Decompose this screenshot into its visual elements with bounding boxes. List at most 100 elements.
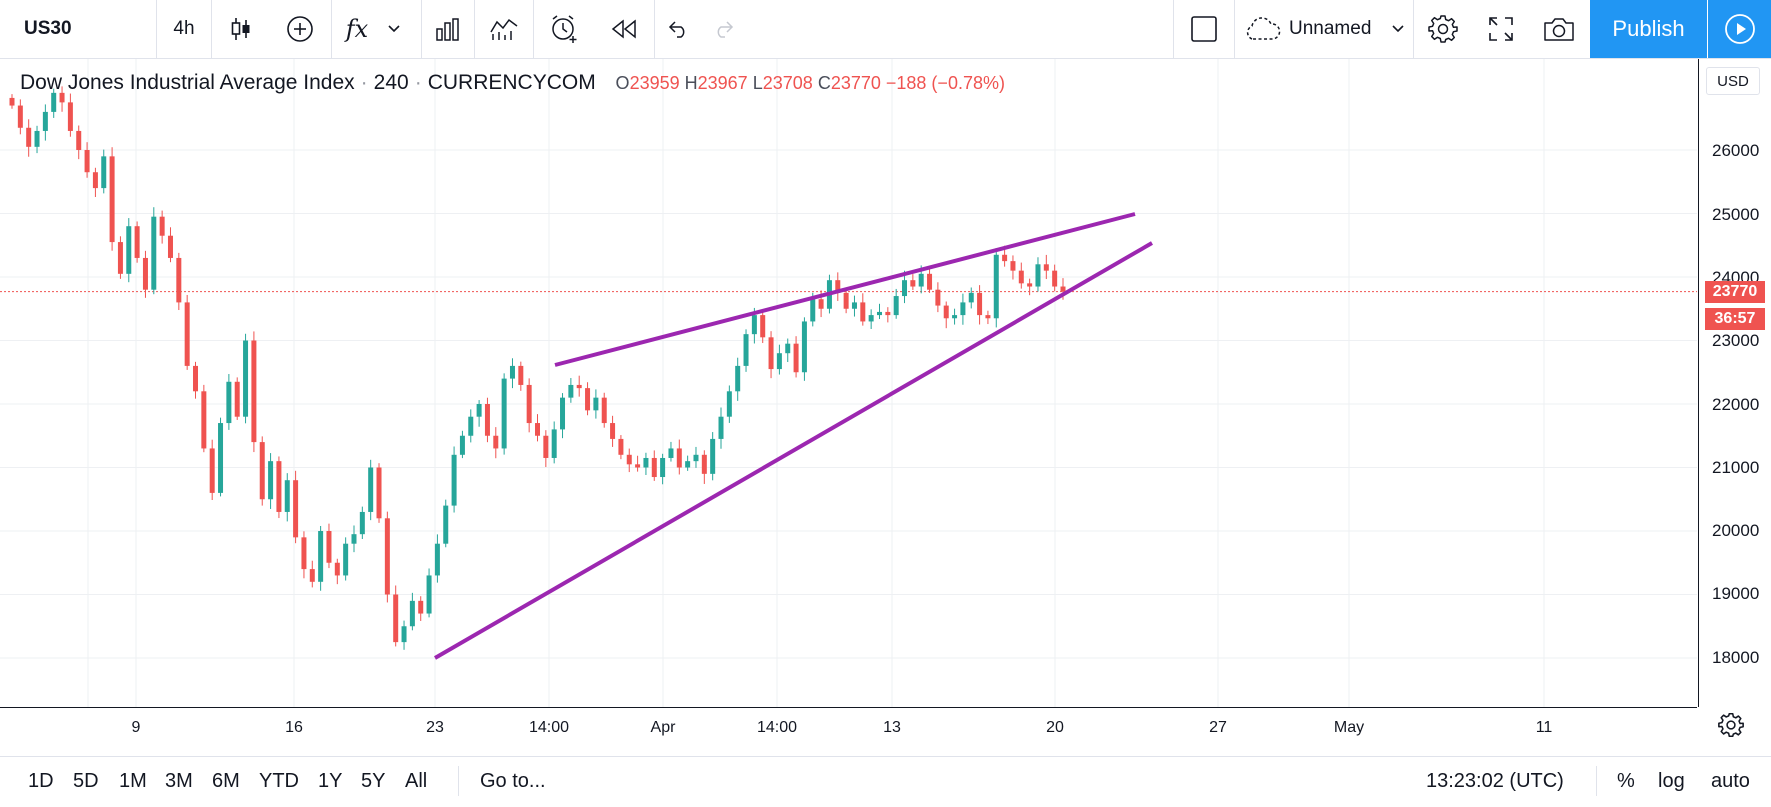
snapshot-button[interactable] — [1530, 0, 1588, 58]
candle-body — [51, 92, 57, 112]
close-label: C — [817, 73, 831, 93]
range-6m[interactable]: 6M — [212, 769, 240, 792]
redo-button[interactable] — [701, 0, 747, 58]
candle-body — [142, 257, 148, 290]
candle-body — [526, 384, 532, 424]
price-tick: 26000 — [1712, 141, 1760, 160]
candle-body — [151, 216, 157, 290]
percent-toggle[interactable]: % — [1617, 769, 1635, 792]
bottom-divider — [1596, 766, 1597, 796]
chart-settings-button[interactable] — [1718, 712, 1746, 740]
candle-body — [543, 435, 549, 458]
auto-toggle[interactable]: auto — [1711, 769, 1750, 792]
indicators-button[interactable]: fx — [332, 0, 382, 58]
low-value: 23708 — [762, 73, 813, 93]
replay-button[interactable] — [594, 0, 654, 58]
cloud-icon — [1246, 17, 1281, 40]
candle-body — [668, 448, 674, 458]
layout-select-button[interactable] — [1174, 0, 1234, 58]
candle-body — [117, 242, 123, 274]
toolbar-divider — [211, 0, 212, 58]
candle-body — [701, 454, 707, 474]
interval-button[interactable]: 4h — [173, 18, 195, 39]
range-1y[interactable]: 1Y — [318, 769, 343, 792]
candle-body — [927, 273, 933, 290]
ideas-button[interactable] — [475, 0, 533, 58]
bar-countdown-label: 36:57 — [1705, 308, 1765, 330]
candle-body — [718, 416, 724, 439]
settings-button[interactable] — [1414, 0, 1472, 58]
time-axis[interactable] — [0, 707, 1697, 744]
fullscreen-button[interactable] — [1472, 0, 1530, 58]
candle-body — [418, 600, 424, 614]
candle-body — [101, 156, 107, 189]
price-tick: 25000 — [1712, 205, 1760, 224]
price-axis[interactable] — [1698, 59, 1771, 707]
candle-body — [651, 457, 657, 478]
play-button[interactable] — [1708, 0, 1771, 58]
candle-body — [243, 340, 249, 417]
price-tick: 20000 — [1712, 521, 1760, 540]
candle-body — [743, 334, 749, 366]
toolbar-divider — [1413, 0, 1414, 58]
open-value: 23959 — [629, 73, 680, 93]
price-chart[interactable] — [0, 59, 1697, 707]
range-1d[interactable]: 1D — [28, 769, 54, 792]
candle-body — [326, 531, 332, 563]
gear-icon — [1718, 712, 1744, 738]
alert-button[interactable] — [534, 0, 594, 58]
candle-body — [643, 457, 649, 468]
log-toggle[interactable]: log — [1658, 769, 1685, 792]
symbol-search[interactable]: US30 — [24, 18, 72, 39]
compare-button[interactable] — [270, 0, 330, 58]
candle-body — [318, 531, 324, 582]
candle-body — [518, 365, 524, 385]
clock[interactable]: 13:23:02 (UTC) — [1426, 769, 1564, 792]
time-tick: 9 — [131, 719, 141, 736]
range-3m[interactable]: 3M — [165, 769, 193, 792]
financials-button[interactable] — [422, 0, 474, 58]
candle-body — [368, 467, 374, 512]
time-tick: May — [1333, 719, 1365, 736]
open-label: O — [615, 73, 630, 93]
candle-body — [401, 626, 407, 643]
candle-body — [610, 423, 616, 439]
candle-body — [309, 569, 315, 582]
chart-type-button[interactable] — [212, 0, 270, 58]
candle-body — [426, 575, 432, 614]
layout-dropdown[interactable] — [1386, 0, 1410, 58]
chart-lines-icon — [490, 18, 518, 40]
publish-button[interactable]: Publish — [1590, 0, 1707, 58]
candle-body — [226, 381, 232, 424]
currency-label[interactable]: USD — [1706, 67, 1760, 95]
candle-body — [943, 305, 949, 319]
candle-body — [676, 448, 682, 468]
candle-body — [660, 457, 666, 478]
candle-body — [1010, 261, 1016, 271]
range-ytd[interactable]: YTD — [259, 769, 299, 792]
play-circle-icon — [1724, 14, 1755, 44]
symbol-description[interactable]: Dow Jones Industrial Average Index — [20, 71, 355, 94]
price-tick: 18000 — [1712, 648, 1760, 667]
candle-body — [1035, 264, 1041, 287]
range-5d[interactable]: 5D — [73, 769, 99, 792]
save-layout-button[interactable]: Unnamed — [1235, 0, 1415, 58]
time-tick: Apr — [650, 719, 676, 736]
candle-body — [251, 340, 257, 443]
time-tick: 16 — [285, 719, 303, 736]
goto-button[interactable]: Go to... — [480, 769, 546, 792]
top-toolbar: US30 4h fx Unnamed — [0, 0, 1771, 59]
candle-body — [468, 416, 474, 436]
indicators-dropdown[interactable] — [382, 0, 406, 58]
range-1m[interactable]: 1M — [119, 769, 147, 792]
range-all[interactable]: All — [405, 769, 428, 792]
chevron-down-icon — [1392, 25, 1404, 33]
candle-body — [484, 404, 490, 436]
bottom-divider — [458, 766, 459, 796]
wedge-lower-trendline[interactable] — [433, 241, 1154, 660]
change-value: −188 (−0.78%) — [885, 73, 1005, 93]
range-5y[interactable]: 5Y — [361, 769, 386, 792]
candle-body — [985, 315, 991, 319]
undo-button[interactable] — [655, 0, 701, 58]
wedge-upper-trendline[interactable] — [554, 212, 1136, 367]
